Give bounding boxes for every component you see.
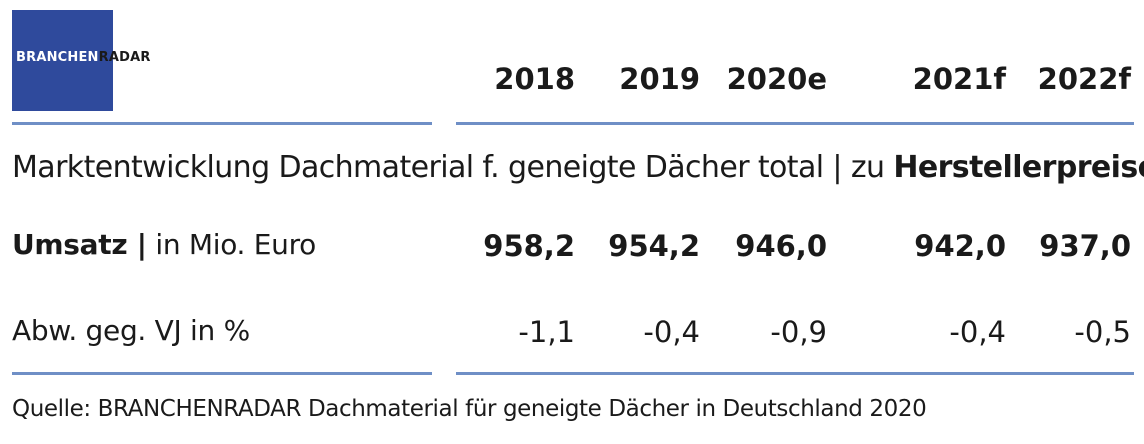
logo-text-part1: BRANCHEN [16,50,99,65]
umsatz-2022f: 937,0 [1039,229,1131,263]
brand-logo [12,10,113,111]
abw-2021f: -0,4 [949,315,1006,349]
umsatz-2018: 958,2 [483,229,575,263]
title-prefix: Marktentwicklung Dachmaterial f. geneigt… [12,150,894,185]
year-header-2018: 2018 [494,62,575,96]
row-label-umsatz: Umsatz | in Mio. Euro [12,228,316,261]
year-header-2019: 2019 [619,62,700,96]
top-rule-right [456,122,1134,125]
umsatz-2019: 954,2 [608,229,700,263]
top-rule-left [12,122,432,125]
row-label-umsatz-bold: Umsatz | [12,228,147,261]
row-label-abw: Abw. geg. VJ in % [12,314,250,347]
abw-2022f: -0,5 [1074,315,1131,349]
logo-text-part2: RADAR [98,50,151,65]
table-title: Marktentwicklung Dachmaterial f. geneigt… [12,150,1144,185]
title-bold: Herstellerpreisen [893,150,1144,185]
year-header-2020e: 2020e [726,62,827,96]
abw-2019: -0,4 [643,315,700,349]
umsatz-2021f: 942,0 [914,229,1006,263]
bottom-rule-right [456,372,1134,375]
abw-2020e: -0,9 [770,315,827,349]
logo-text: BRANCHENRADAR [16,50,151,65]
bottom-rule-left [12,372,432,375]
umsatz-2020e: 946,0 [735,229,827,263]
row-label-umsatz-rest: in Mio. Euro [146,228,317,261]
abw-2018: -1,1 [518,315,575,349]
year-header-2022f: 2022f [1037,62,1131,96]
year-header-2021f: 2021f [912,62,1006,96]
source-note: Quelle: BRANCHENRADAR Dachmaterial für g… [12,396,927,422]
